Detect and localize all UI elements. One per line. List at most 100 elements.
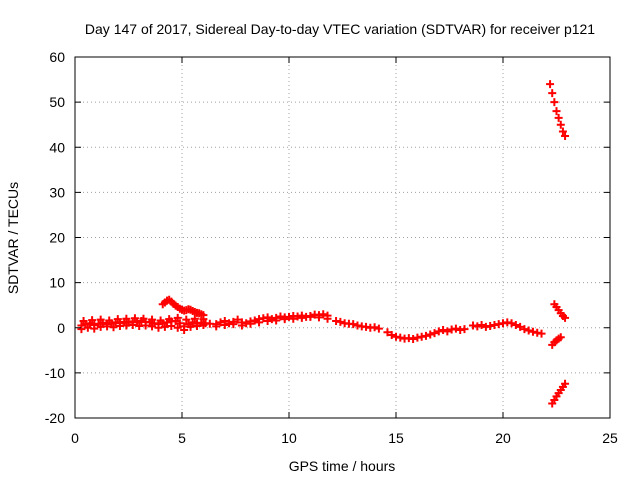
data-point xyxy=(336,317,345,326)
series-6 xyxy=(332,316,383,333)
data-point xyxy=(237,321,246,330)
data-point xyxy=(556,120,565,129)
data-point xyxy=(233,315,242,324)
data-point xyxy=(426,330,435,339)
data-point xyxy=(148,315,157,324)
data-point xyxy=(374,324,383,333)
data-point xyxy=(561,379,570,388)
data-point xyxy=(267,315,276,324)
data-point xyxy=(306,312,315,321)
data-point xyxy=(552,107,561,116)
data-point xyxy=(167,321,176,330)
data-point xyxy=(156,316,165,325)
data-point xyxy=(558,127,567,136)
x-tick-label: 25 xyxy=(602,430,618,446)
data-point xyxy=(537,329,546,338)
series-9 xyxy=(546,80,570,140)
data-point xyxy=(250,316,259,325)
data-point xyxy=(349,320,358,329)
data-point xyxy=(473,322,482,331)
data-point xyxy=(297,313,306,322)
data-point xyxy=(516,322,525,331)
data-point xyxy=(255,318,264,327)
y-tick-label: 50 xyxy=(49,94,65,110)
series-11 xyxy=(548,333,565,349)
data-point xyxy=(139,314,148,323)
data-point xyxy=(113,315,122,324)
data-point xyxy=(556,333,565,342)
data-point xyxy=(439,326,448,335)
data-point xyxy=(460,325,469,334)
data-point xyxy=(109,323,118,332)
data-point xyxy=(77,325,86,334)
chart-title: Day 147 of 2017, Sidereal Day-to-day VTE… xyxy=(85,21,595,37)
data-point xyxy=(272,316,281,325)
data-point xyxy=(88,316,97,325)
data-point xyxy=(165,315,174,324)
data-point xyxy=(383,328,392,337)
data-point xyxy=(246,319,255,328)
data-point xyxy=(319,310,328,319)
data-point xyxy=(443,327,452,336)
data-point xyxy=(175,319,184,328)
axis-ticks: 0 5 10 15 20 25 -20 -10 0 10 20 30 40 50 60 xyxy=(45,49,618,446)
data-point xyxy=(520,325,529,334)
series-1 xyxy=(77,321,208,335)
x-tick-label: 15 xyxy=(388,430,404,446)
series-3 xyxy=(158,295,208,320)
data-point xyxy=(105,316,114,325)
data-point xyxy=(314,313,323,322)
y-tick-label: 40 xyxy=(49,139,65,155)
series-12 xyxy=(548,379,570,408)
data-point xyxy=(173,323,182,332)
data-point xyxy=(96,315,105,324)
data-point xyxy=(220,321,229,330)
y-tick-label: -20 xyxy=(45,410,65,426)
data-point xyxy=(122,314,131,323)
data-point xyxy=(546,80,555,89)
data-point xyxy=(421,331,430,340)
data-point xyxy=(387,330,396,339)
y-tick-label: 60 xyxy=(49,49,65,65)
data-point xyxy=(561,131,570,140)
data-point xyxy=(430,329,439,338)
data-point xyxy=(229,320,238,329)
x-axis-label: GPS time / hours xyxy=(289,458,396,474)
data-point xyxy=(199,311,208,320)
data-point xyxy=(79,316,88,325)
grid xyxy=(75,57,610,418)
data-point xyxy=(263,316,272,325)
y-tick-label: 10 xyxy=(49,275,65,291)
data-point xyxy=(190,314,199,323)
data-point xyxy=(548,89,557,98)
data-point xyxy=(180,326,189,335)
series-8 xyxy=(469,318,546,338)
series-2 xyxy=(79,313,208,325)
data-point xyxy=(216,318,225,327)
x-tick-label: 5 xyxy=(178,430,186,446)
y-tick-label: 0 xyxy=(57,320,65,336)
data-point xyxy=(451,324,460,333)
data-point xyxy=(507,319,516,328)
y-axis-label: SDTVAR / TECUs xyxy=(5,182,21,294)
data-point xyxy=(554,113,563,122)
data-point xyxy=(280,315,289,324)
data-point xyxy=(477,321,486,330)
x-tick-label: 0 xyxy=(71,430,79,446)
data-point xyxy=(182,315,191,324)
data-point xyxy=(289,314,298,323)
data-point xyxy=(524,326,533,335)
data-point xyxy=(370,323,379,332)
data-point xyxy=(173,313,182,322)
data-point xyxy=(323,314,332,323)
series-10 xyxy=(550,300,570,322)
data-point xyxy=(148,322,157,331)
data-point xyxy=(434,327,443,336)
y-tick-label: -10 xyxy=(45,365,65,381)
data-point xyxy=(561,313,570,322)
data-point xyxy=(212,322,221,331)
y-tick-label: 30 xyxy=(49,184,65,200)
data-point xyxy=(90,324,99,333)
y-tick-label: 20 xyxy=(49,230,65,246)
